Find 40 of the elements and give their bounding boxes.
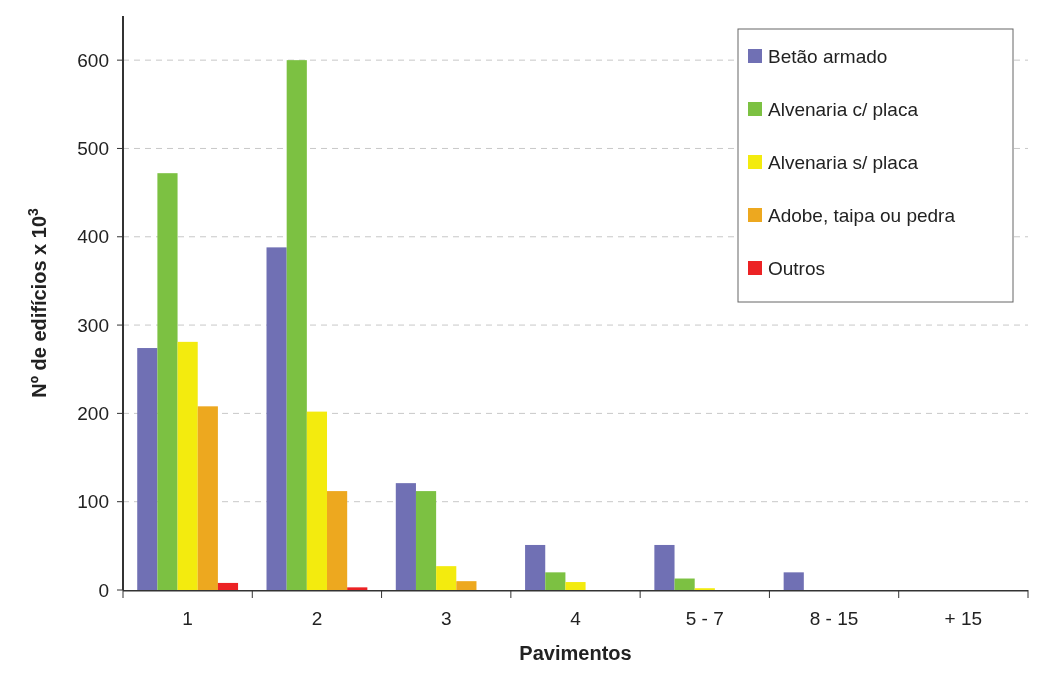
bar bbox=[137, 348, 158, 590]
bar bbox=[157, 173, 178, 590]
bar bbox=[286, 60, 307, 590]
bar bbox=[347, 587, 368, 590]
bar bbox=[674, 578, 695, 590]
y-tick-label: 300 bbox=[77, 314, 109, 336]
bar bbox=[654, 544, 675, 590]
y-tick-label: 200 bbox=[77, 403, 109, 425]
legend-label: Betão armado bbox=[768, 45, 888, 67]
bar bbox=[456, 581, 477, 590]
y-tick-label: 0 bbox=[98, 579, 109, 601]
x-tick-label: 2 bbox=[311, 608, 323, 629]
bar bbox=[327, 491, 348, 590]
legend-label: Outros bbox=[768, 257, 826, 279]
bar bbox=[565, 582, 586, 590]
y-tick-label: 600 bbox=[77, 49, 109, 71]
bar bbox=[545, 572, 566, 590]
x-tick-label: 4 bbox=[570, 608, 582, 629]
x-tick-label: 5 - 7 bbox=[685, 608, 724, 629]
x-axis-title: Pavimentos bbox=[519, 642, 632, 664]
bar bbox=[525, 544, 546, 590]
bar bbox=[415, 491, 437, 590]
y-tick-label: 100 bbox=[77, 491, 109, 513]
bar bbox=[306, 411, 328, 590]
bar bbox=[436, 566, 457, 590]
y-tick-label: 400 bbox=[77, 226, 109, 248]
bar bbox=[217, 582, 239, 590]
bar bbox=[197, 406, 218, 590]
legend-label: Adobe, taipa ou pedra bbox=[768, 204, 956, 226]
bar bbox=[395, 483, 416, 590]
bar bbox=[783, 572, 804, 590]
y-tick-label: 500 bbox=[77, 138, 109, 160]
bar bbox=[266, 247, 287, 590]
legend-label: Alvenaria c/ placa bbox=[768, 98, 919, 120]
x-tick-label: 1 bbox=[182, 608, 193, 629]
x-tick-label: 3 bbox=[440, 608, 452, 629]
bar bbox=[177, 341, 198, 590]
x-tick-label: + 15 bbox=[944, 608, 983, 629]
x-tick-label: 8 - 15 bbox=[809, 608, 859, 629]
legend-label: Alvenaria s/ placa bbox=[768, 151, 919, 173]
